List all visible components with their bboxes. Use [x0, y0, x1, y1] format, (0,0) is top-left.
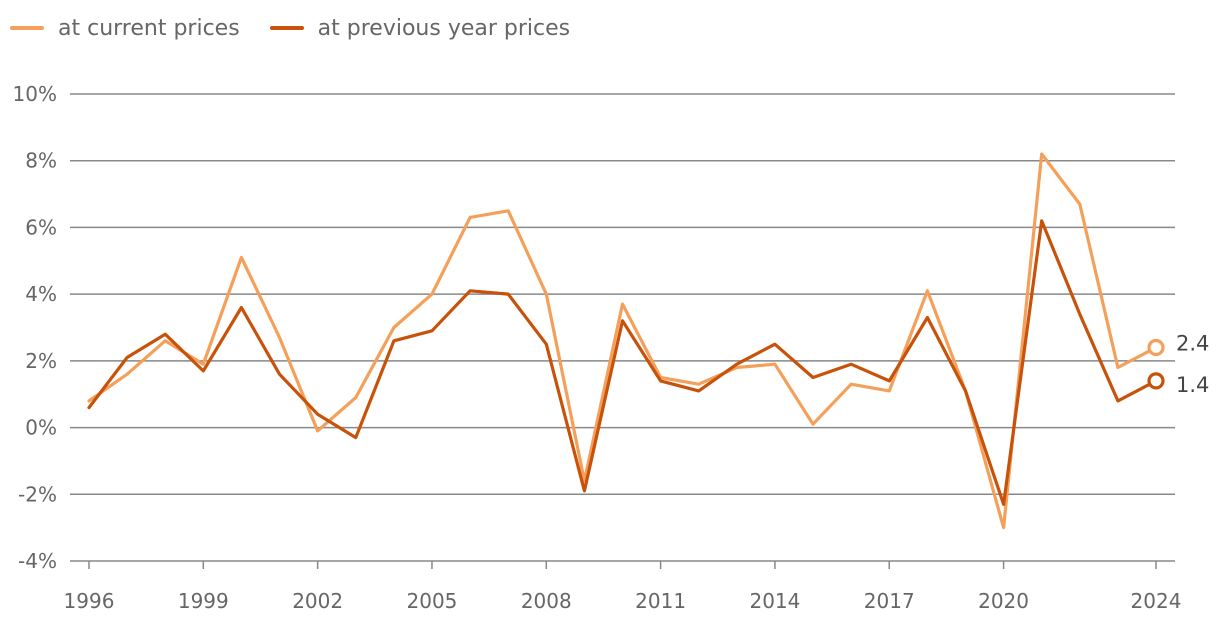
end-marker-previous-year-prices — [1147, 372, 1165, 390]
x-tick-label: 2008 — [521, 589, 572, 613]
y-tick-label: -2% — [18, 482, 57, 506]
y-tick-label: -4% — [18, 549, 57, 573]
y-tick-label: 0% — [25, 416, 57, 440]
legend-swatch-current-prices — [10, 26, 44, 30]
y-tick-label: 8% — [25, 149, 57, 173]
x-tick-label: 2005 — [407, 589, 458, 613]
series-line-previous-year-prices — [87, 219, 1158, 506]
legend: at current prices at previous year price… — [10, 10, 570, 46]
x-tick-label: 1999 — [178, 589, 229, 613]
end-label-current-prices: 2.4 — [1176, 332, 1209, 356]
legend-label-previous-year-prices: at previous year prices — [317, 15, 571, 41]
end-label-previous-year-prices: 1.4 — [1176, 373, 1209, 397]
y-tick-label: 4% — [25, 282, 57, 306]
series-line-current-prices — [87, 152, 1158, 530]
y-tick-label: 10% — [13, 82, 57, 106]
x-tick-label: 2017 — [864, 589, 915, 613]
legend-swatch-previous-year-prices — [269, 26, 304, 30]
x-tick-label: 2014 — [749, 589, 800, 613]
legend-label-current-prices: at current prices — [58, 15, 240, 41]
x-tick-label: 2011 — [635, 589, 686, 613]
legend-item-current-prices[interactable]: at current prices — [10, 16, 240, 41]
x-tick-label: 2002 — [292, 589, 343, 613]
end-marker-current-prices — [1147, 338, 1165, 357]
x-tick-label: 2020 — [978, 589, 1029, 613]
y-tick-label: 2% — [25, 349, 57, 373]
x-tick-label: 1996 — [64, 589, 115, 613]
y-tick-label: 6% — [25, 215, 57, 239]
legend-item-previous-year-prices[interactable]: at previous year prices — [269, 15, 571, 41]
x-tick-label: 2024 — [1131, 589, 1182, 613]
